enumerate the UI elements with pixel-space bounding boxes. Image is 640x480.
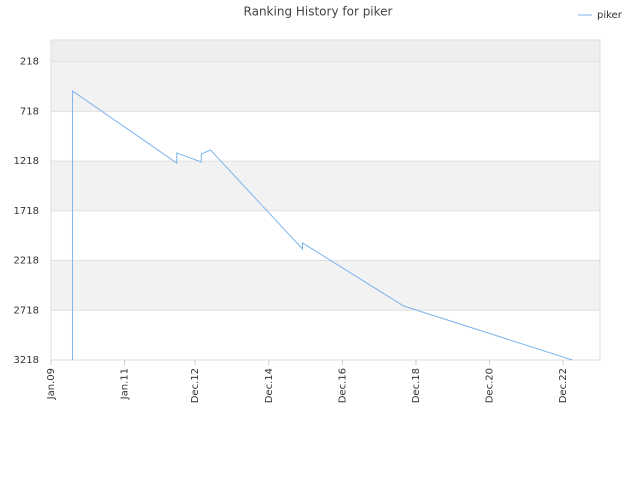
plot-band xyxy=(51,40,600,62)
y-tick-label: 2218 xyxy=(14,256,39,267)
y-tick-label: 218 xyxy=(20,57,39,68)
plot-band xyxy=(51,111,600,162)
x-tick-label: Dec.18 xyxy=(411,368,422,403)
legend-label: piker xyxy=(597,10,623,21)
x-tick-label: Dec.12 xyxy=(190,368,201,403)
plot-band xyxy=(51,161,600,211)
chart-title: Ranking History for piker xyxy=(244,5,393,19)
y-tick-label: 2718 xyxy=(14,305,39,316)
x-tick-label: Jan.11 xyxy=(120,368,131,400)
y-tick-label: 718 xyxy=(20,106,39,117)
y-tick-label: 1718 xyxy=(14,206,39,217)
x-tick-label: Dec.14 xyxy=(264,368,275,403)
plot-band xyxy=(51,260,600,311)
x-tick-label: Dec.16 xyxy=(337,368,348,403)
x-tick-label: Jan.09 xyxy=(46,368,57,400)
plot-band xyxy=(51,61,600,112)
x-tick-label: Dec.20 xyxy=(485,368,496,403)
y-tick-label: 1218 xyxy=(14,156,39,167)
x-tick-label: Dec.22 xyxy=(558,368,569,403)
plot-border xyxy=(50,39,601,361)
plot-band xyxy=(51,310,600,360)
y-tick-label: 3218 xyxy=(14,355,39,366)
line-series xyxy=(71,90,573,361)
plot-band xyxy=(51,210,600,261)
